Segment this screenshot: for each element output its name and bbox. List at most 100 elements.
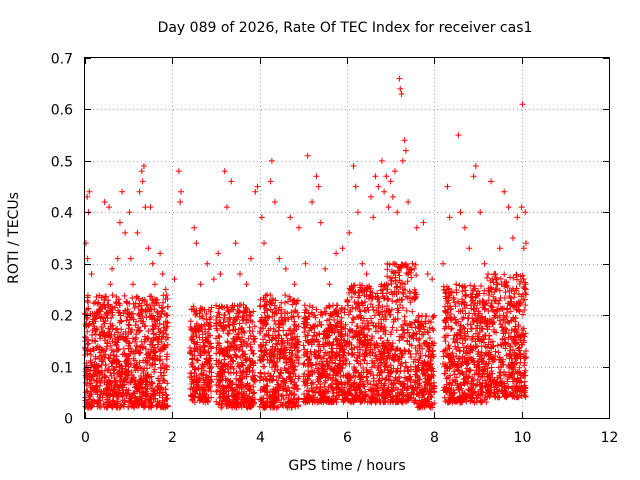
data-point bbox=[115, 346, 122, 353]
data-point bbox=[192, 325, 199, 332]
data-point bbox=[409, 308, 416, 315]
data-point bbox=[221, 323, 228, 330]
data-point bbox=[200, 392, 207, 399]
data-point bbox=[250, 333, 257, 340]
data-point bbox=[370, 214, 377, 221]
data-point bbox=[377, 335, 384, 342]
data-point bbox=[249, 328, 256, 335]
data-point bbox=[232, 326, 239, 333]
data-point bbox=[193, 240, 200, 247]
data-point bbox=[87, 380, 94, 387]
data-point bbox=[196, 393, 203, 400]
data-point bbox=[203, 384, 210, 391]
data-point bbox=[282, 299, 289, 306]
data-point bbox=[260, 363, 267, 370]
data-point bbox=[485, 271, 492, 278]
data-point bbox=[146, 293, 153, 300]
data-point bbox=[197, 352, 204, 359]
data-point bbox=[233, 370, 240, 377]
data-point bbox=[143, 301, 150, 308]
data-point bbox=[254, 183, 261, 190]
data-point bbox=[117, 403, 124, 410]
data-point bbox=[124, 300, 131, 307]
data-point bbox=[108, 347, 115, 354]
data-point bbox=[92, 331, 99, 338]
data-point bbox=[188, 335, 195, 342]
data-point bbox=[86, 321, 93, 328]
data-point bbox=[122, 229, 129, 236]
y-tick-label: 0.4 bbox=[51, 206, 73, 222]
data-point bbox=[514, 214, 521, 221]
chart-title: Day 089 of 2026, Rate Of TEC Index for r… bbox=[158, 20, 533, 36]
data-point bbox=[155, 382, 162, 389]
data-point bbox=[154, 310, 161, 317]
data-point bbox=[123, 317, 130, 324]
data-point bbox=[107, 342, 114, 349]
data-point bbox=[115, 336, 122, 343]
data-point bbox=[147, 361, 154, 368]
data-point bbox=[162, 286, 169, 293]
data-point bbox=[225, 393, 232, 400]
data-point bbox=[118, 318, 125, 325]
y-tick-label: 0.6 bbox=[51, 103, 73, 119]
data-point bbox=[128, 314, 135, 321]
data-point bbox=[509, 235, 516, 241]
data-point bbox=[309, 199, 316, 205]
data-point bbox=[152, 321, 159, 328]
data-point bbox=[194, 339, 201, 346]
data-point bbox=[368, 193, 375, 200]
data-point bbox=[187, 350, 194, 357]
data-point bbox=[144, 354, 151, 361]
data-point bbox=[472, 311, 479, 318]
data-point bbox=[505, 204, 512, 211]
data-point bbox=[228, 178, 235, 185]
data-point bbox=[357, 308, 364, 315]
data-point bbox=[128, 348, 135, 355]
data-point bbox=[378, 157, 385, 164]
data-point bbox=[415, 313, 422, 320]
y-tick-labels: 00.10.20.30.40.50.60.7 bbox=[51, 52, 73, 428]
data-point bbox=[444, 183, 451, 190]
data-point bbox=[132, 334, 139, 341]
data-point bbox=[206, 363, 213, 370]
data-point bbox=[84, 292, 91, 299]
data-point bbox=[315, 183, 322, 190]
data-point bbox=[158, 333, 165, 340]
data-point bbox=[96, 402, 103, 409]
data-point bbox=[201, 343, 208, 350]
data-point bbox=[354, 209, 361, 216]
data-point bbox=[154, 297, 161, 304]
data-point bbox=[304, 152, 311, 159]
data-point bbox=[124, 360, 131, 367]
data-point bbox=[114, 400, 121, 407]
data-point bbox=[96, 355, 103, 362]
data-point bbox=[202, 334, 209, 341]
data-point bbox=[372, 173, 379, 180]
data-point bbox=[257, 370, 264, 377]
data-point bbox=[419, 312, 426, 319]
data-point bbox=[365, 307, 372, 314]
data-point bbox=[113, 393, 120, 400]
data-point bbox=[494, 342, 501, 349]
data-point bbox=[199, 371, 206, 378]
data-point bbox=[496, 245, 503, 252]
data-point bbox=[199, 336, 206, 343]
y-tick-label: 0.7 bbox=[51, 52, 73, 68]
data-point bbox=[143, 392, 150, 399]
data-point bbox=[201, 395, 208, 402]
data-point bbox=[105, 401, 112, 408]
data-point bbox=[198, 365, 205, 372]
data-point bbox=[224, 338, 231, 345]
data-point bbox=[333, 250, 340, 257]
data-point bbox=[282, 265, 289, 272]
data-point bbox=[399, 327, 406, 334]
data-point bbox=[163, 312, 170, 319]
data-point bbox=[159, 377, 166, 384]
data-point bbox=[109, 398, 116, 405]
y-axis-label: ROTI / TECUs bbox=[6, 192, 22, 284]
data-point bbox=[232, 314, 239, 321]
data-point bbox=[163, 391, 170, 398]
data-point bbox=[164, 323, 171, 330]
data-point bbox=[193, 377, 200, 384]
data-point bbox=[241, 388, 248, 395]
